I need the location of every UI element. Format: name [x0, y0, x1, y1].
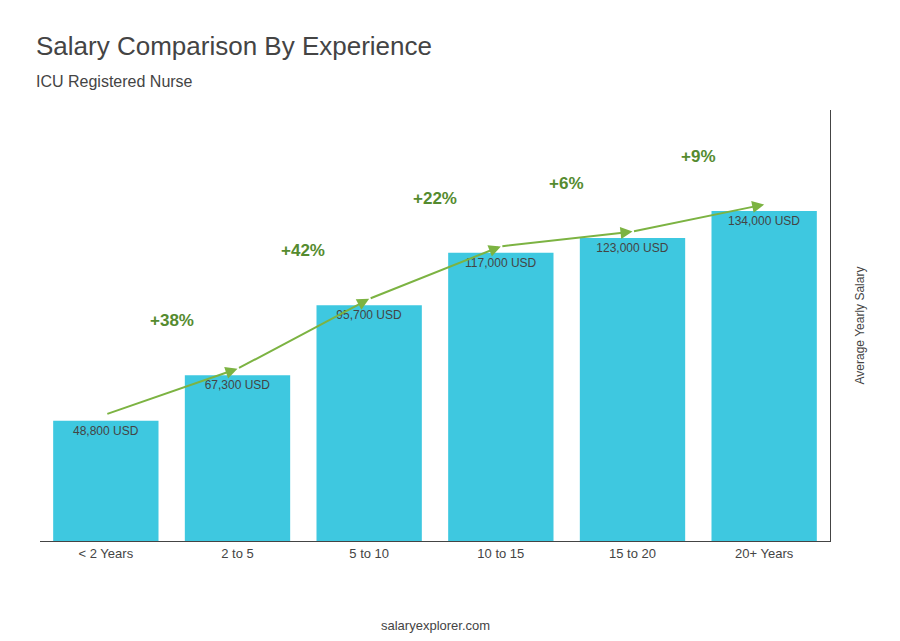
- svg-text:5 to 10: 5 to 10: [349, 546, 389, 561]
- svg-text:< 2 Years: < 2 Years: [79, 546, 134, 561]
- svg-text:95,700 USD: 95,700 USD: [336, 308, 402, 322]
- svg-text:123,000 USD: 123,000 USD: [596, 241, 668, 255]
- svg-text:48,800 USD: 48,800 USD: [73, 424, 139, 438]
- svg-text:+38%: +38%: [150, 311, 194, 330]
- svg-text:15 to 20: 15 to 20: [609, 546, 656, 561]
- svg-text:Average Yearly Salary: Average Yearly Salary: [853, 267, 867, 385]
- svg-text:+22%: +22%: [413, 189, 457, 208]
- svg-text:117,000 USD: 117,000 USD: [465, 256, 536, 270]
- svg-text:67,300 USD: 67,300 USD: [205, 378, 271, 392]
- svg-text:salaryexplorer.com: salaryexplorer.com: [381, 618, 490, 633]
- svg-text:+6%: +6%: [549, 174, 584, 193]
- svg-text:+9%: +9%: [681, 147, 716, 166]
- svg-text:20+ Years: 20+ Years: [735, 546, 794, 561]
- svg-text:ICU Registered Nurse: ICU Registered Nurse: [36, 73, 193, 90]
- svg-text:134,000 USD: 134,000 USD: [728, 214, 800, 228]
- svg-text:Salary Comparison By Experienc: Salary Comparison By Experience: [36, 31, 432, 61]
- svg-text:10 to 15: 10 to 15: [477, 546, 524, 561]
- svg-text:+42%: +42%: [281, 241, 325, 260]
- svg-text:2 to 5: 2 to 5: [221, 546, 254, 561]
